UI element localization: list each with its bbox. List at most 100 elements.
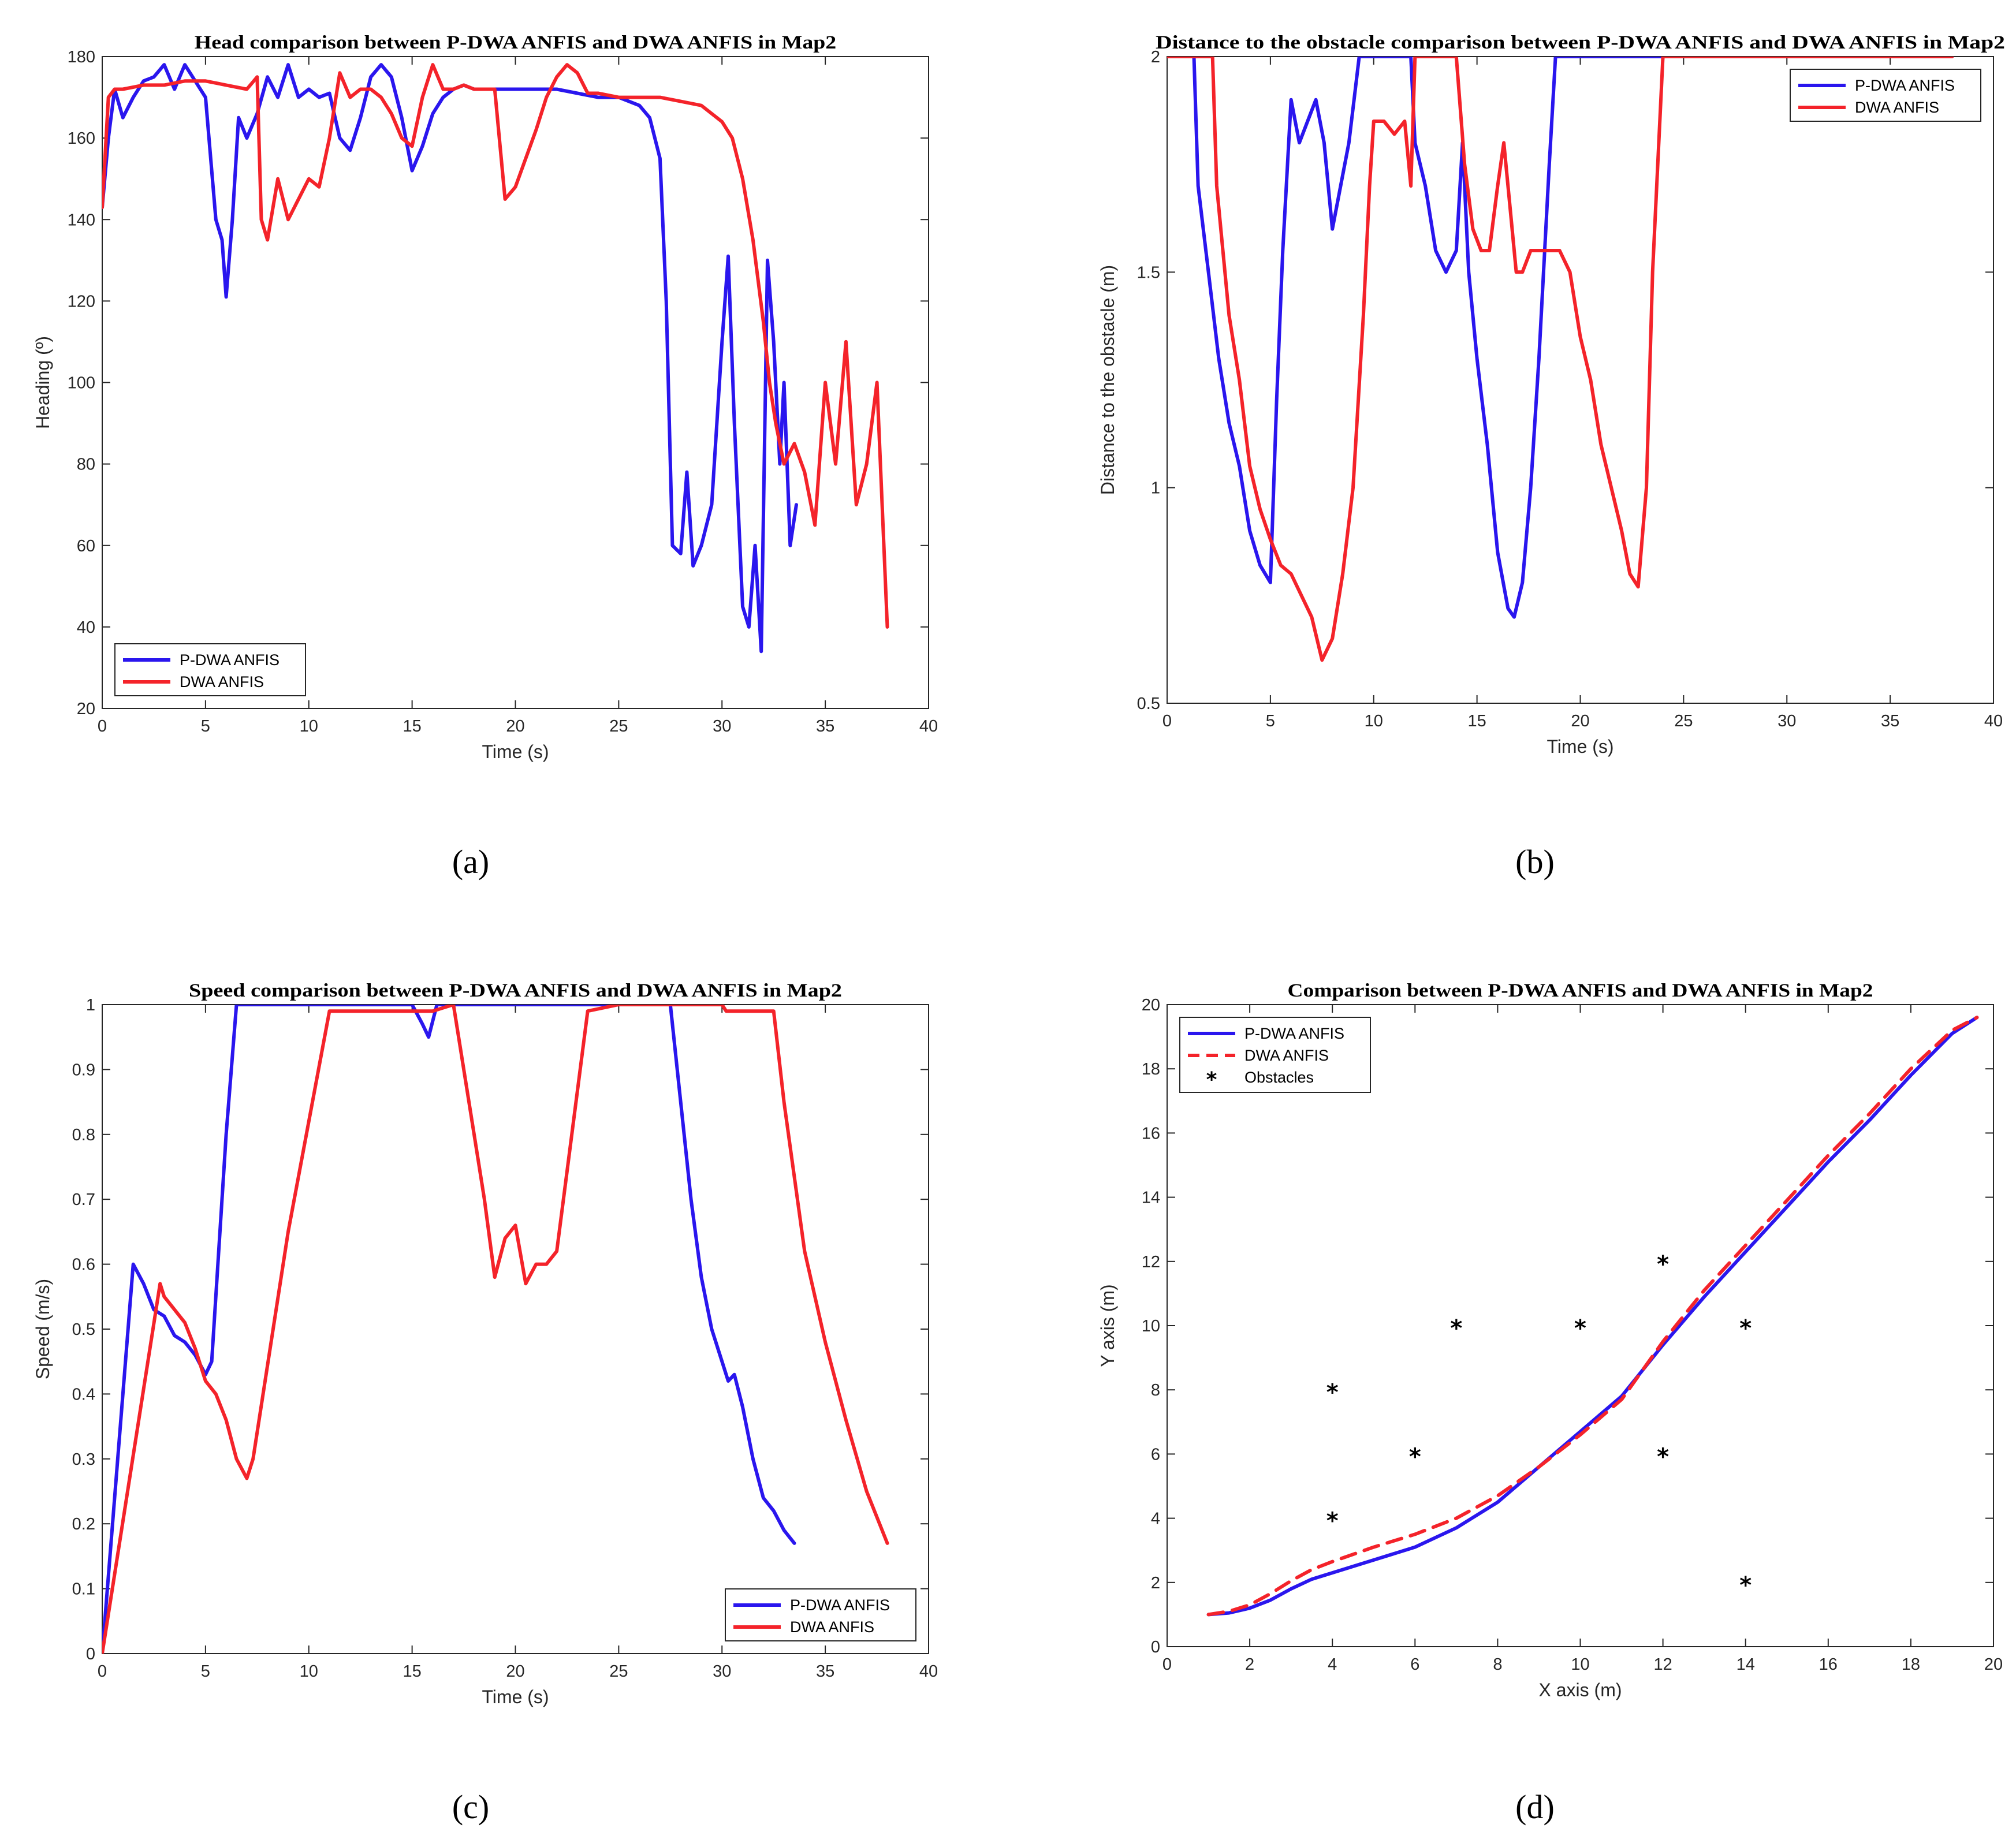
- x-axis-label: Time (s): [482, 741, 549, 762]
- series-group: [102, 63, 889, 654]
- x-tick-label: 5: [1266, 712, 1275, 730]
- y-tick-label: 0.5: [1137, 695, 1160, 713]
- y-tick-label: 0.7: [72, 1191, 95, 1209]
- legend-label: P-DWA ANFIS: [790, 1596, 890, 1614]
- chart-panel-3: 0 5 10 15 20 25 30 35 40 0 0.1 0.2 0.3 0.4 0.5 0.6 0.7 0.…: [32, 980, 938, 1826]
- x-tick-label: 10: [1571, 1655, 1589, 1674]
- legend-marker: *: [1206, 1068, 1217, 1092]
- y-axis-label: Heading (º): [32, 336, 53, 429]
- x-tick-label: 20: [1984, 1655, 2003, 1674]
- series-group: [102, 1005, 889, 1654]
- obstacle-marker: *: [1657, 1443, 1669, 1470]
- panel-caption: (d): [1515, 1788, 1555, 1826]
- legend-label: Obstacles: [1244, 1069, 1314, 1086]
- series-group: [1167, 57, 1954, 662]
- x-tick-label: 18: [1902, 1655, 1920, 1674]
- x-tick-label: 8: [1493, 1655, 1502, 1674]
- panel-caption: (a): [452, 843, 489, 880]
- x-tick-label: 25: [609, 717, 628, 736]
- x-tick-label: 30: [1777, 712, 1796, 730]
- x-tick-label: 2: [1245, 1655, 1254, 1674]
- legend: P-DWA ANFIS DWA ANFIS: [114, 643, 306, 696]
- x-tick-label: 6: [1410, 1655, 1419, 1674]
- y-tick-label: 1.5: [1137, 263, 1160, 282]
- panel-caption: (b): [1515, 843, 1555, 880]
- x-tick-label: 0: [1162, 712, 1172, 730]
- obstacle-marker: *: [1739, 1572, 1752, 1599]
- y-tick-label: 180: [68, 48, 95, 66]
- chart-title: Head comparison between P-DWA ANFIS and …: [195, 32, 837, 53]
- x-tick-label: 25: [1674, 712, 1693, 730]
- legend-label: DWA ANFIS: [790, 1618, 874, 1636]
- y-tick-label: 0.3: [72, 1450, 95, 1469]
- series-line-dwa-anfis: [102, 63, 889, 629]
- y-tick-label: 8: [1151, 1381, 1160, 1400]
- plot-area: [102, 56, 929, 709]
- y-tick-label: 0.8: [72, 1126, 95, 1144]
- chart-title: Speed comparison between P-DWA ANFIS and…: [189, 980, 842, 1001]
- y-tick-label: 60: [77, 537, 95, 555]
- y-tick-label: 6: [1151, 1445, 1160, 1464]
- y-tick-label: 120: [68, 292, 95, 311]
- y-tick-label: 0.1: [72, 1580, 95, 1599]
- x-tick-label: 0: [98, 717, 107, 736]
- y-tick-label: 10: [1142, 1317, 1160, 1335]
- y-tick-label: 1: [86, 996, 95, 1014]
- legend: P-DWA ANFIS DWA ANFIS * Obstacles: [1179, 1017, 1371, 1093]
- obstacle-marker: *: [1450, 1315, 1462, 1342]
- plot-area: [1167, 56, 1994, 704]
- x-tick-label: 0: [1162, 1655, 1172, 1674]
- legend-label: P-DWA ANFIS: [1244, 1025, 1344, 1042]
- series-line-p-dwa-anfis: [1167, 57, 1954, 619]
- y-tick-label: 0: [1151, 1638, 1160, 1656]
- x-axis-label: Time (s): [1547, 736, 1613, 757]
- y-axis-label: Speed (m/s): [32, 1279, 53, 1379]
- y-tick-label: 40: [77, 618, 95, 637]
- y-tick-label: 2: [1151, 48, 1160, 66]
- legend: P-DWA ANFIS DWA ANFIS: [725, 1588, 916, 1641]
- x-tick-label: 10: [300, 1662, 318, 1681]
- x-tick-label: 35: [816, 1662, 834, 1681]
- obstacle-marker: *: [1326, 1379, 1339, 1406]
- x-tick-label: 40: [1984, 712, 2003, 730]
- legend-box: [725, 1588, 916, 1641]
- y-axis-label: Y axis (m): [1097, 1284, 1118, 1367]
- x-tick-label: 5: [201, 717, 210, 736]
- plot-area: [102, 1004, 929, 1654]
- series-line-dwa-anfis: [102, 1005, 889, 1654]
- x-tick-label: 10: [1365, 712, 1383, 730]
- y-tick-label: 4: [1151, 1510, 1160, 1528]
- y-tick-label: 0: [86, 1645, 95, 1663]
- y-tick-label: 0.2: [72, 1515, 95, 1533]
- series-line-p-dwa-anfis: [102, 1005, 796, 1654]
- x-tick-label: 20: [506, 717, 524, 736]
- obstacle-marker: *: [1739, 1315, 1752, 1342]
- x-tick-label: 15: [403, 717, 421, 736]
- obstacle-marker: *: [1657, 1251, 1669, 1278]
- obstacle-marker: *: [1326, 1508, 1339, 1535]
- series-group: * * * * * * * * *: [1206, 1016, 1979, 1617]
- series-line-p-dwa-anfis: [102, 63, 798, 654]
- legend-label: DWA ANFIS: [1855, 99, 1939, 116]
- x-tick-label: 35: [1881, 712, 1899, 730]
- series-line-dwa-anfis: [1167, 57, 1954, 662]
- x-tick-label: 40: [919, 717, 938, 736]
- legend: P-DWA ANFIS DWA ANFIS: [1790, 69, 1981, 122]
- x-axis-label: X axis (m): [1539, 1680, 1622, 1700]
- chart-title: Distance to the obstacle comparison betw…: [1156, 32, 2005, 53]
- chart-panel-1: 0 5 10 15 20 25 30 35 40 20 40 60 80 100 120 140 160 180 H…: [32, 32, 938, 880]
- x-tick-label: 12: [1653, 1655, 1672, 1674]
- y-tick-label: 0.6: [72, 1256, 95, 1274]
- panel-caption: (c): [452, 1788, 489, 1826]
- x-tick-label: 25: [609, 1662, 628, 1681]
- y-tick-label: 80: [77, 456, 95, 474]
- legend-label: DWA ANFIS: [1244, 1047, 1329, 1064]
- y-tick-label: 0.9: [72, 1061, 95, 1079]
- y-tick-label: 160: [68, 129, 95, 148]
- series-line-dwa-anfis: [1206, 1016, 1979, 1617]
- y-tick-label: 12: [1142, 1253, 1160, 1271]
- legend-label: P-DWA ANFIS: [1855, 77, 1955, 94]
- y-tick-label: 16: [1142, 1124, 1160, 1143]
- legend-box: [1790, 69, 1981, 122]
